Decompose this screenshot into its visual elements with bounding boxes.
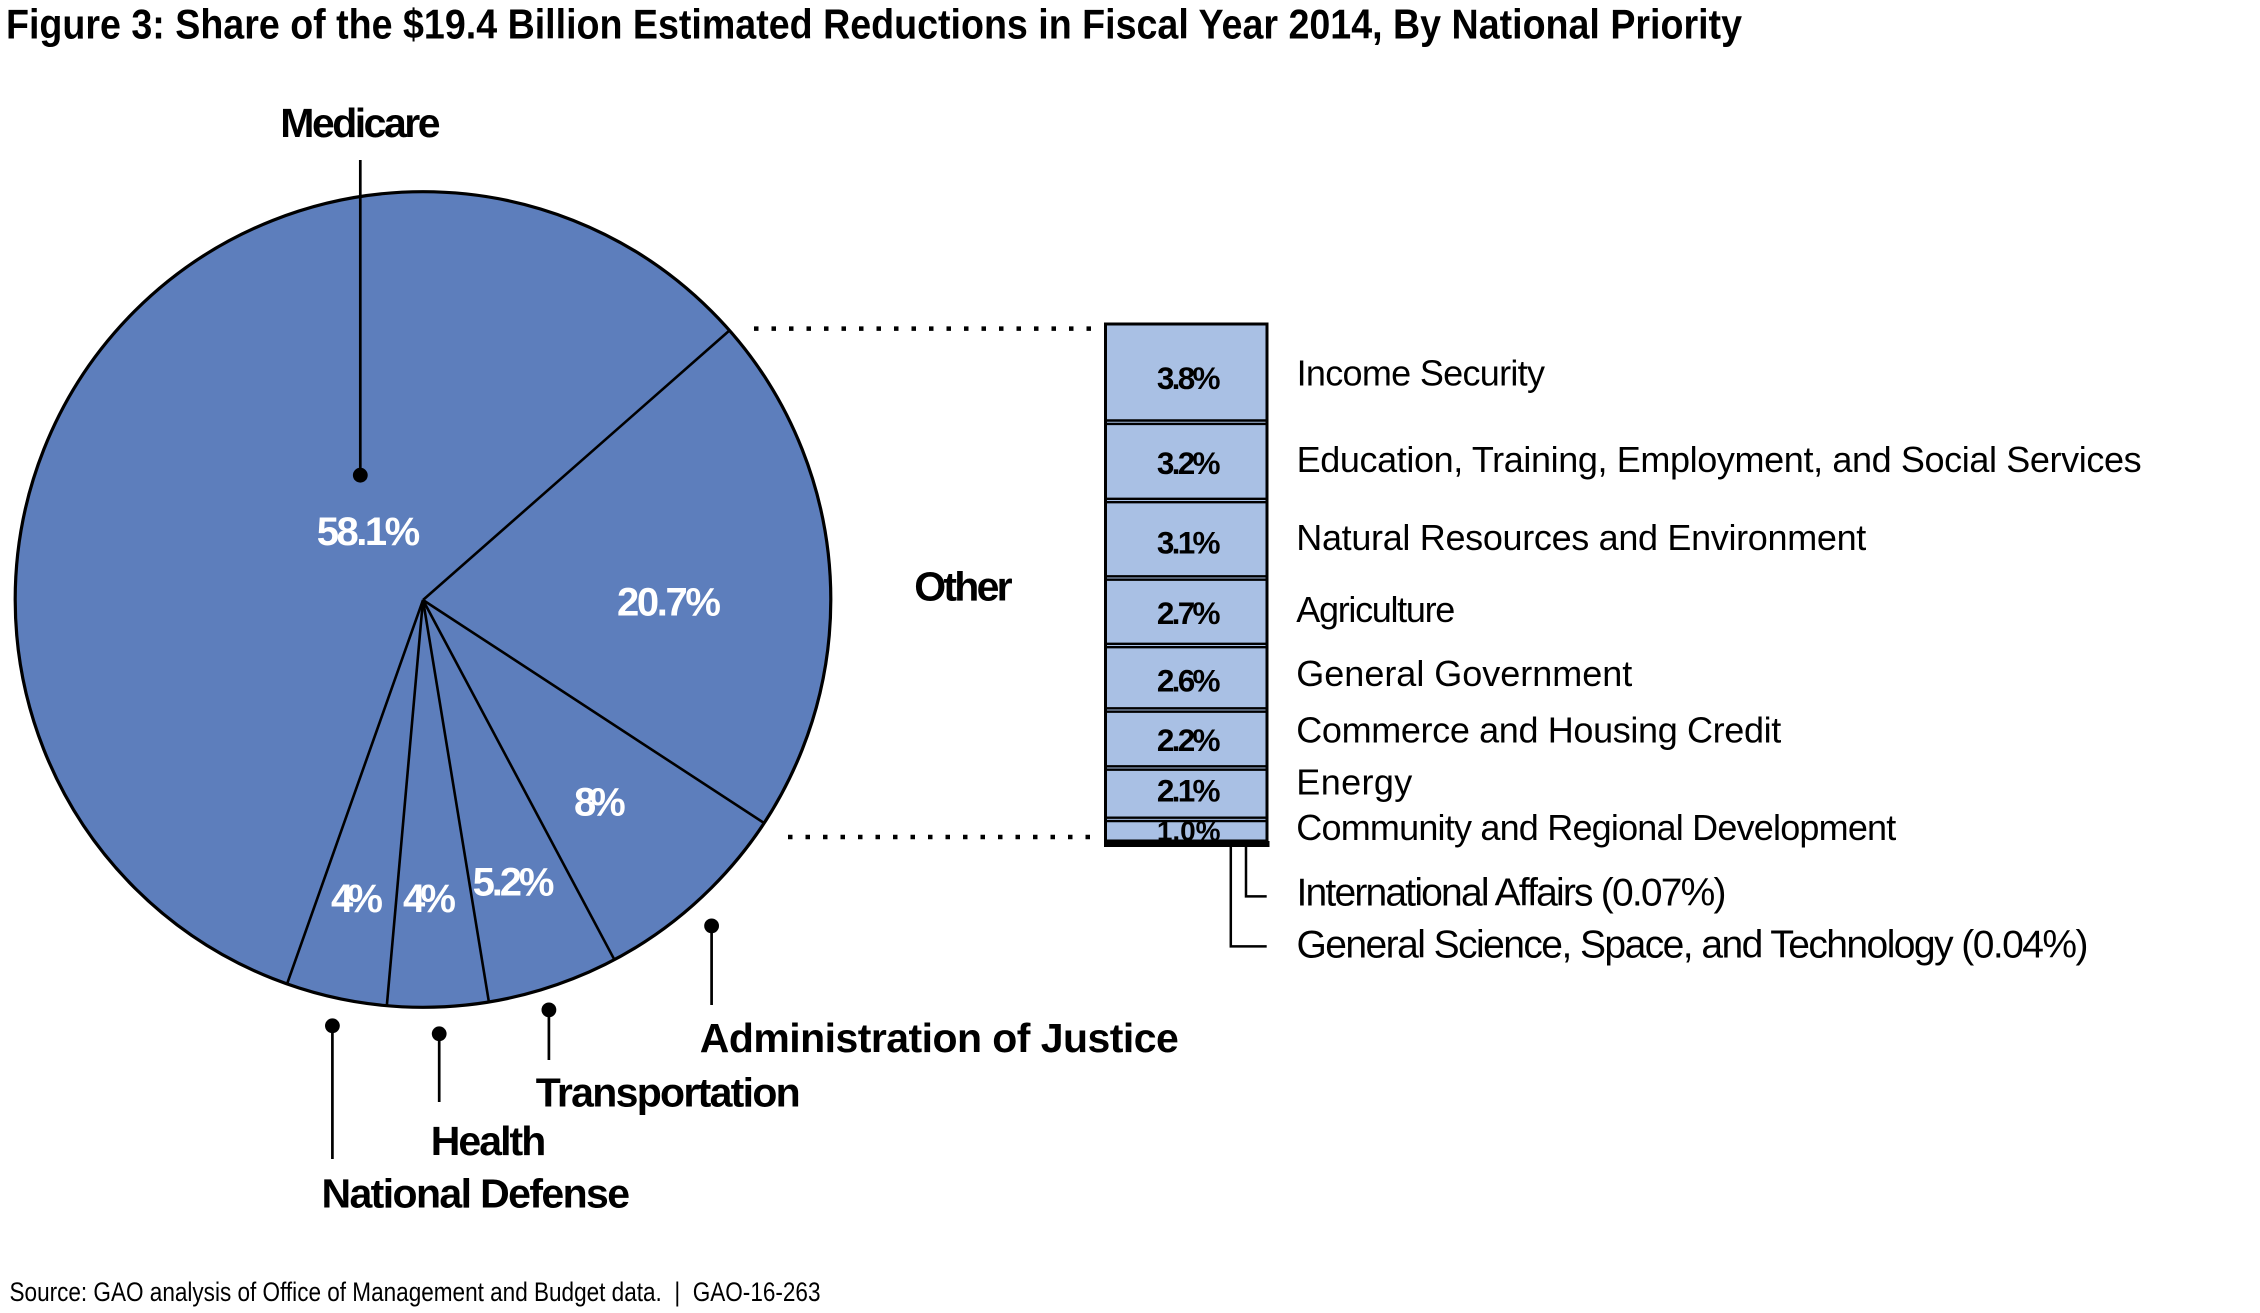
svg-text:Transportation: Transportation [536, 1070, 801, 1116]
svg-text:Other: Other [914, 563, 1012, 609]
svg-text:Source: GAO analysis of Office: Source: GAO analysis of Office of Manage… [10, 1277, 821, 1307]
svg-text:4%: 4% [403, 877, 456, 921]
svg-text:Agriculture: Agriculture [1296, 589, 1455, 630]
svg-text:2.6%: 2.6% [1157, 663, 1221, 699]
svg-text:Education, Training, Employmen: Education, Training, Employment, and Soc… [1297, 439, 2142, 480]
svg-text:General Government: General Government [1296, 653, 1632, 694]
svg-text:3.2%: 3.2% [1157, 445, 1221, 481]
svg-text:4%: 4% [331, 877, 383, 921]
svg-text:Energy: Energy [1296, 762, 1412, 803]
svg-text:58.1%: 58.1% [317, 510, 420, 554]
svg-text:2.1%: 2.1% [1157, 773, 1221, 809]
svg-text:8%: 8% [574, 781, 626, 825]
svg-text:National Defense: National Defense [322, 1171, 631, 1217]
svg-text:Health: Health [431, 1118, 547, 1164]
svg-text:General Science, Space, and Te: General Science, Space, and Technology (… [1297, 924, 2089, 967]
svg-text:Natural Resources and Environm: Natural Resources and Environment [1296, 517, 1866, 558]
svg-text:3.8%: 3.8% [1157, 360, 1221, 396]
svg-text:Figure 3: Share of the $19.4 B: Figure 3: Share of the $19.4 Billion Est… [6, 1, 1743, 48]
svg-text:2.7%: 2.7% [1157, 595, 1221, 631]
svg-text:Administration of Justice: Administration of Justice [700, 1015, 1179, 1061]
svg-text:Community and Regional Develop: Community and Regional Development [1296, 807, 1896, 848]
svg-text:5.2%: 5.2% [473, 860, 555, 904]
svg-text:Commerce and Housing Credit: Commerce and Housing Credit [1296, 710, 1781, 751]
svg-text:2.2%: 2.2% [1157, 722, 1221, 758]
svg-text:1.0%: 1.0% [1157, 816, 1221, 847]
svg-text:20.7%: 20.7% [617, 581, 721, 625]
svg-text:3.1%: 3.1% [1157, 525, 1221, 561]
svg-text:Medicare: Medicare [280, 100, 440, 146]
svg-text:Income Security: Income Security [1297, 353, 1545, 394]
svg-text:International Affairs (0.07%): International Affairs (0.07%) [1297, 872, 1727, 915]
